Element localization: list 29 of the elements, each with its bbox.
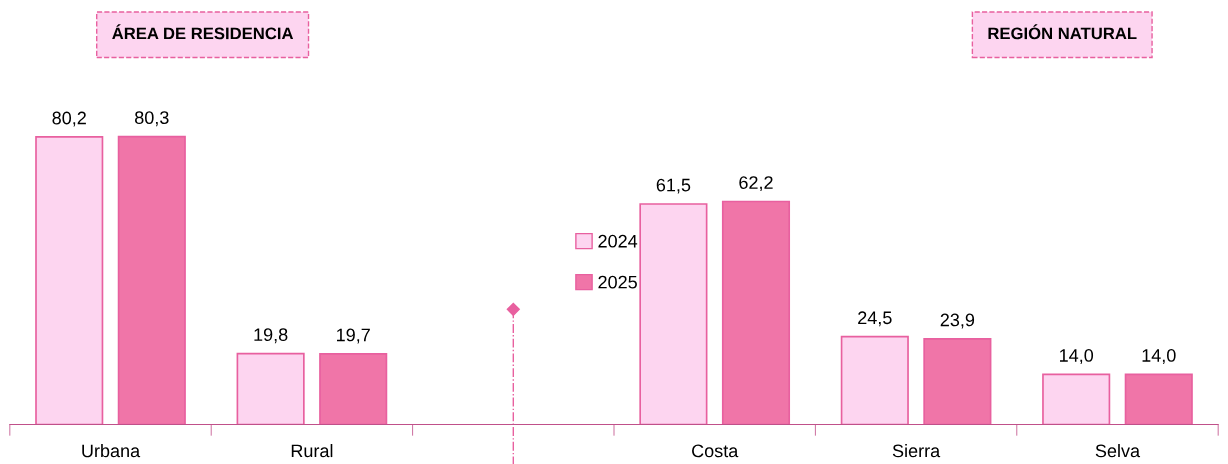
bar [923,338,992,425]
bar [35,136,104,425]
data-label: 14,0 [1142,349,1176,364]
bar [639,203,708,425]
x-tick-label: Costa [692,444,739,458]
bar [840,335,909,425]
bar [1124,373,1193,425]
data-label: 61,5 [656,178,691,194]
x-tick-label: Urbana [82,444,141,458]
data-label: 19,8 [254,328,288,344]
bar [117,135,186,425]
bar [236,352,305,425]
legend-label: 2024 [598,234,638,248]
data-label: 62,2 [739,176,773,192]
bar [319,353,388,425]
text: ÁREA DE RESIDENCIA [112,24,294,40]
bar [1042,373,1111,425]
data-label: 80,3 [135,111,169,127]
data-label: 19,7 [337,328,370,344]
bar [721,200,791,425]
data-label: 14,0 [1060,349,1094,364]
text: REGIÓN NATURAL [988,24,1137,40]
data-label: 24,5 [858,311,892,327]
legend-label: 2025 [598,275,637,289]
data-label: 80,2 [52,111,86,127]
x-tick-label: Selva [1095,444,1141,458]
x-tick-label: Rural [291,444,333,458]
x-tick-label: Sierra [892,444,941,458]
data-label: 23,9 [940,313,975,329]
